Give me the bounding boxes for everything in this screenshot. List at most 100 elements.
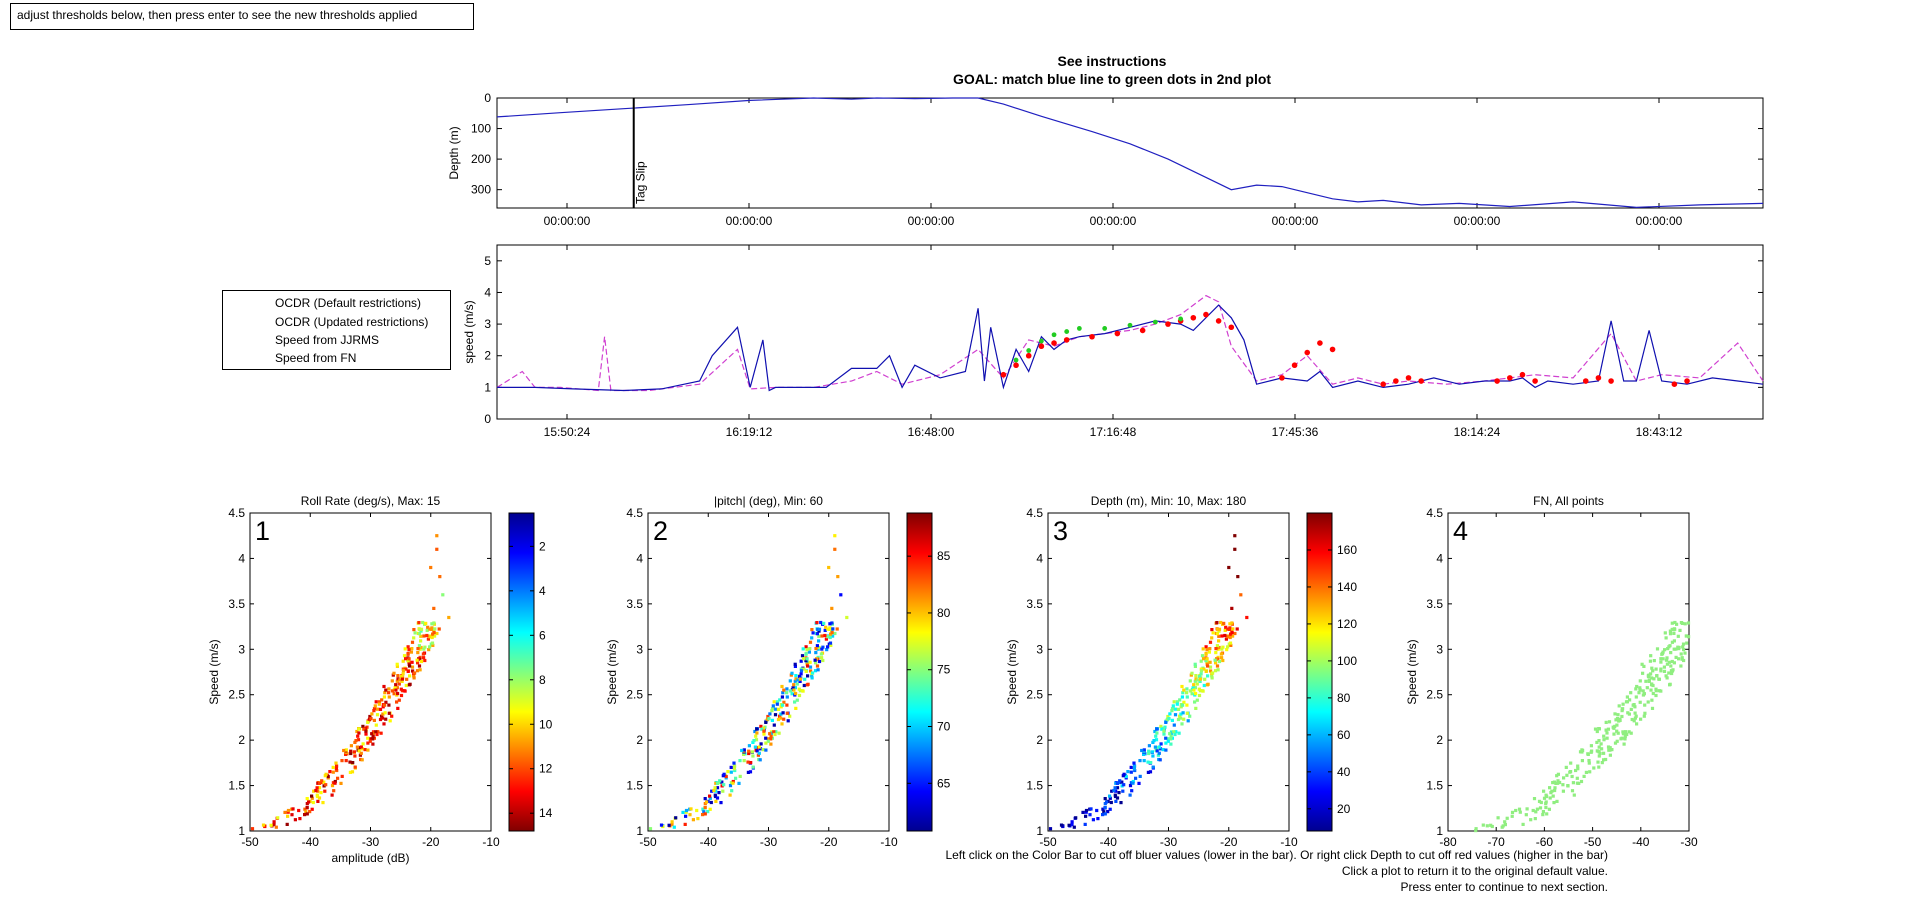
scatter-point	[772, 730, 776, 734]
scatter-point	[762, 732, 766, 736]
scatter-point	[803, 677, 807, 681]
scatter-point	[305, 805, 309, 810]
scatter-point	[1152, 739, 1156, 743]
scatter-point	[322, 780, 326, 784]
colorbar-tick-label: 160	[1337, 543, 1357, 557]
scatter-point	[1208, 665, 1213, 669]
scatter-point	[1615, 739, 1619, 743]
scatter-point	[816, 647, 820, 651]
scatter-point	[824, 625, 828, 629]
scatter-point	[814, 651, 818, 655]
ocdr-default-point	[1418, 378, 1424, 384]
scatter-point	[1113, 793, 1117, 797]
scatter-plot-depth[interactable]: Depth (m), Min: 10, Max: 180 3 1 1.5 2 2.5 3 3.…	[1005, 494, 1357, 849]
scatter-point	[1637, 691, 1641, 695]
panel-number: 2	[653, 516, 668, 546]
scatter-point	[672, 825, 676, 829]
scatter-point	[794, 691, 798, 696]
scatter-point	[1642, 664, 1646, 668]
scatter-point	[374, 730, 378, 734]
scatter-point	[1164, 736, 1168, 740]
scatter-xtick-label: -20	[422, 835, 440, 849]
scatter-point	[695, 808, 699, 813]
scatter-point	[1166, 739, 1170, 743]
scatter-point	[425, 628, 429, 632]
scatter-ytick-label: 4.5	[626, 506, 643, 520]
colorbar-tick-label: 4	[539, 584, 546, 598]
scatter-point	[751, 740, 755, 744]
scatter-point	[1542, 796, 1547, 800]
instruction-note-2: Click a plot to return it to the origina…	[1342, 864, 1608, 878]
scatter-point	[342, 748, 346, 753]
scatter-point	[432, 621, 436, 625]
scatter-point	[427, 648, 431, 652]
scatter-point	[1230, 621, 1234, 625]
scatter-point	[1629, 707, 1633, 711]
ocdr-updated-point	[1064, 329, 1070, 334]
scatter-plot-fn[interactable]: FN, All points 4 1 1.5 2 2.5 3 3.5 4 4.5 -80 -70 -60…	[1405, 494, 1698, 849]
scatter-point	[1101, 813, 1105, 817]
scatter-point	[297, 808, 301, 813]
scatter-point	[1627, 712, 1631, 716]
scatter-point	[1613, 741, 1618, 745]
scatter-point	[845, 615, 849, 620]
ocdr-default-point	[1291, 362, 1298, 369]
scatter-point	[317, 781, 322, 785]
scatter-point	[433, 627, 437, 631]
depth-plot[interactable]: 0 100 200 300 00:00:00 00:00:00 00:00:00 00:00:…	[447, 91, 1764, 228]
scatter-point	[742, 759, 746, 763]
scatter-point	[1190, 692, 1194, 696]
scatter-point	[684, 808, 689, 813]
scatter-point	[375, 713, 380, 717]
scatter-point	[1210, 628, 1214, 632]
speed-xtick-label: 15:50:24	[544, 425, 591, 439]
scatter-point	[370, 732, 374, 736]
scatter-point	[1224, 625, 1228, 629]
ocdr-default-point	[1494, 378, 1500, 384]
scatter-point	[1164, 720, 1168, 724]
scatter-point	[1620, 709, 1624, 713]
scatter-point	[1651, 691, 1655, 696]
scatter-point	[1474, 829, 1478, 833]
scatter-point	[733, 768, 737, 773]
speed-ytick-label: 4	[484, 285, 491, 299]
scatter-point	[1193, 664, 1197, 668]
scatter-ytick-label: 2	[1036, 733, 1043, 747]
scatter-point	[1193, 662, 1197, 666]
colorbar	[906, 512, 933, 832]
scatter-point	[1638, 700, 1642, 704]
scatter-point	[1216, 627, 1220, 631]
scatter-plot-pitch[interactable]: |pitch| (deg), Min: 60 2 1 1.5 2 2.5 3 3.5 4 4.5 -…	[605, 494, 951, 849]
scatter-ytick-label: 4.5	[1426, 506, 1443, 520]
scatter-point	[1167, 717, 1171, 721]
scatter-plot-roll-rate[interactable]: Roll Rate (deg/s), Max: 15 1 1 1.5 2 2.5 3 3.5 4…	[207, 494, 553, 865]
speed-plot[interactable]: 0 1 2 3 4 5 15:50:24 16:19:12 16:48:00 17:16:48 17…	[462, 244, 1764, 439]
scatter-xtick-label: -50	[1584, 835, 1602, 849]
scatter-ytick-label: 3.5	[1026, 597, 1043, 611]
scatter-point	[1115, 796, 1120, 800]
threshold-instruction-box[interactable]: adjust thresholds below, then press ente…	[10, 3, 474, 30]
scatter-point	[1220, 634, 1224, 638]
scatter-xtick-label: -70	[1488, 835, 1506, 849]
scatter-point	[1635, 722, 1639, 726]
scatter-point	[1633, 711, 1637, 715]
scatter-point	[813, 669, 818, 673]
scatter-point	[1618, 718, 1622, 722]
scatter-point	[817, 659, 822, 664]
scatter-point	[1521, 822, 1525, 826]
scatter-point	[1101, 807, 1105, 811]
scatter-point	[1148, 770, 1153, 774]
depth-ytick-label: 300	[471, 183, 491, 197]
scatter-point	[398, 678, 402, 682]
scatter-point	[1166, 737, 1170, 741]
scatter-point	[1215, 664, 1220, 668]
scatter-point	[715, 786, 720, 790]
scatter-point	[804, 652, 808, 656]
scatter-point	[757, 745, 761, 749]
scatter-point	[788, 679, 792, 683]
ocdr-updated-point	[1127, 322, 1133, 328]
scatter-point	[382, 722, 386, 726]
scatter-point	[746, 760, 750, 764]
scatter-ytick-label: 1.5	[228, 779, 245, 793]
scatter-point	[1091, 818, 1095, 822]
